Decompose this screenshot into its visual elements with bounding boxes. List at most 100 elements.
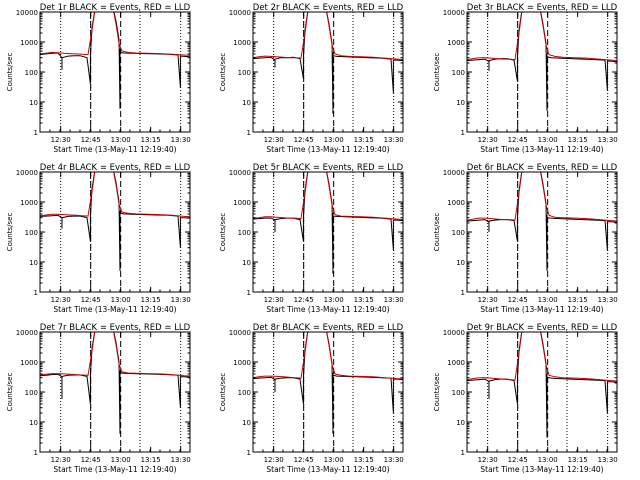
chart-title: Det 4r BLACK = Events, RED = LLD [40, 163, 191, 173]
y-axis-label: Counts/sec [219, 53, 227, 92]
x-tick-label: 13:00 [538, 296, 558, 304]
y-tick-label: 100 [452, 69, 465, 77]
chart-panel-9: 1 10 100 1000 10000 12:30 12:45 13:00 13:15 13:30… [433, 323, 618, 474]
y-tick-label: 1000 [233, 199, 251, 207]
y-tick-label: 10000 [229, 169, 251, 177]
lld-series-line [40, 172, 190, 218]
y-tick-label: 100 [238, 69, 251, 77]
y-axis-label: Counts/sec [219, 213, 227, 252]
y-tick-label: 1 [461, 449, 465, 457]
chart-panel-6: 1 10 100 1000 10000 12:30 12:45 13:00 13:15 13:30… [433, 163, 618, 314]
x-tick-label: 13:15 [141, 296, 161, 304]
x-tick-label: 13:15 [568, 136, 588, 144]
x-tick-label: 13:30 [598, 456, 618, 464]
y-tick-label: 10 [242, 419, 251, 427]
chart-title: Det 7r BLACK = Events, RED = LLD [40, 323, 191, 333]
y-tick-label: 1 [461, 289, 465, 297]
x-tick-label: 12:45 [294, 456, 314, 464]
y-tick-label: 1 [247, 449, 251, 457]
y-tick-label: 1000 [447, 39, 465, 47]
x-tick-label: 12:30 [478, 296, 498, 304]
chart-title: Det 6r BLACK = Events, RED = LLD [467, 163, 618, 173]
y-axis-label: Counts/sec [433, 373, 441, 412]
y-tick-label: 100 [25, 69, 38, 77]
lld-series-line [40, 332, 190, 377]
y-tick-label: 10 [29, 259, 38, 267]
x-tick-label: 13:15 [141, 456, 161, 464]
y-axis-label: Counts/sec [6, 373, 14, 412]
chart-panel-1: 1 10 100 1000 10000 12:30 12:45 13:00 13:15 13:30… [6, 3, 191, 154]
lld-series-line [253, 12, 403, 60]
y-tick-label: 10 [242, 99, 251, 107]
lld-series-line [253, 172, 403, 220]
x-tick-label: 13:00 [111, 136, 131, 144]
x-tick-label: 13:15 [354, 456, 374, 464]
x-tick-label: 13:15 [354, 136, 374, 144]
x-axis-label: Start Time (13-May-11 12:19:40) [53, 145, 176, 154]
y-tick-label: 10000 [443, 9, 465, 17]
y-tick-label: 10 [456, 259, 465, 267]
y-tick-label: 10000 [443, 329, 465, 337]
x-tick-label: 13:00 [324, 456, 344, 464]
x-tick-label: 12:30 [264, 136, 284, 144]
y-tick-label: 10 [242, 259, 251, 267]
chart-panel-2: 1 10 100 1000 10000 12:30 12:45 13:00 13:15 13:30… [219, 3, 404, 154]
y-tick-label: 100 [238, 229, 251, 237]
y-tick-label: 1000 [20, 39, 38, 47]
chart-title: Det 5r BLACK = Events, RED = LLD [253, 163, 404, 173]
y-tick-label: 10 [29, 99, 38, 107]
x-tick-label: 12:30 [51, 296, 71, 304]
y-tick-label: 100 [238, 389, 251, 397]
x-tick-label: 13:30 [171, 296, 191, 304]
y-axis-label: Counts/sec [219, 373, 227, 412]
y-tick-label: 10000 [229, 329, 251, 337]
x-tick-label: 12:30 [264, 456, 284, 464]
x-tick-label: 13:30 [384, 296, 404, 304]
y-tick-label: 10000 [443, 169, 465, 177]
y-tick-label: 10000 [229, 9, 251, 17]
x-tick-label: 13:30 [598, 136, 618, 144]
x-tick-label: 13:30 [171, 456, 191, 464]
x-axis-label: Start Time (13-May-11 12:19:40) [480, 465, 603, 474]
y-tick-label: 1000 [233, 39, 251, 47]
plot-frame [39, 171, 191, 293]
x-tick-label: 13:15 [568, 456, 588, 464]
y-tick-label: 100 [25, 389, 38, 397]
x-tick-label: 12:30 [264, 296, 284, 304]
x-tick-label: 12:30 [478, 136, 498, 144]
y-tick-label: 10 [456, 419, 465, 427]
y-tick-label: 1 [34, 129, 38, 137]
x-tick-label: 13:30 [384, 456, 404, 464]
y-tick-label: 100 [25, 229, 38, 237]
y-tick-label: 10 [29, 419, 38, 427]
y-tick-label: 1 [461, 129, 465, 137]
chart-panel-4: 1 10 100 1000 10000 12:30 12:45 13:00 13:15 13:30… [6, 163, 191, 314]
x-tick-label: 12:45 [81, 456, 101, 464]
events-series-line [40, 12, 190, 109]
y-tick-label: 10000 [16, 329, 38, 337]
chart-panel-5: 1 10 100 1000 10000 12:30 12:45 13:00 13:15 13:30… [219, 163, 404, 314]
lld-series-line [467, 172, 617, 222]
x-tick-label: 13:00 [324, 136, 344, 144]
chart-title: Det 2r BLACK = Events, RED = LLD [253, 3, 404, 13]
x-axis-label: Start Time (13-May-11 12:19:40) [266, 145, 389, 154]
y-axis-label: Counts/sec [433, 213, 441, 252]
y-axis-label: Counts/sec [6, 53, 14, 92]
x-tick-label: 12:45 [81, 136, 101, 144]
y-tick-label: 1000 [20, 359, 38, 367]
plot-frame [39, 11, 191, 133]
x-axis-label: Start Time (13-May-11 12:19:40) [53, 465, 176, 474]
y-tick-label: 1 [247, 289, 251, 297]
x-tick-label: 13:00 [111, 456, 131, 464]
x-tick-label: 12:45 [294, 296, 314, 304]
x-tick-label: 12:45 [508, 136, 528, 144]
y-axis-label: Counts/sec [433, 53, 441, 92]
events-series-line [467, 172, 617, 272]
lld-series-line [467, 332, 617, 382]
y-tick-label: 1000 [20, 199, 38, 207]
x-axis-label: Start Time (13-May-11 12:19:40) [480, 145, 603, 154]
y-tick-label: 10000 [16, 169, 38, 177]
events-series-line [40, 332, 190, 434]
lld-series-line [253, 332, 403, 380]
